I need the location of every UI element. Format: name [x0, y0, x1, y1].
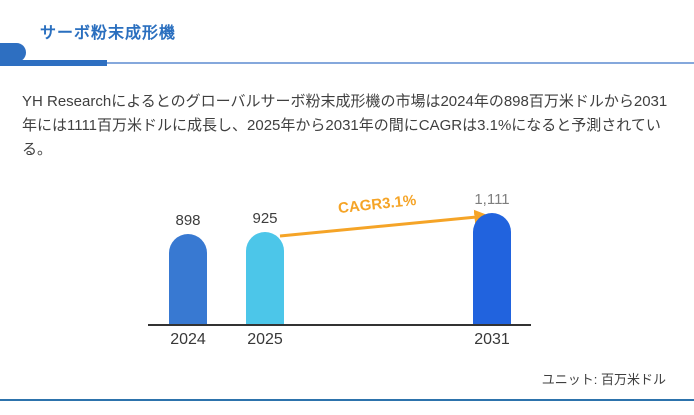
- bar-group-2031: 1,111: [462, 191, 522, 325]
- bar-value-2031: 1,111: [474, 191, 510, 208]
- bar-2025: [246, 232, 284, 325]
- bar-group-2025: 925: [235, 210, 295, 325]
- unit-label: ユニット: 百万米ドル: [541, 372, 666, 387]
- cagr-label: CAGR3.1%: [337, 191, 418, 218]
- title-accent-rule: [107, 62, 694, 64]
- market-summary-text: YH Researchによるとのグローバルサーボ粉末成形機の市場は2024年の8…: [22, 93, 668, 158]
- page-title: サーボ粉末成形機: [40, 25, 177, 42]
- bar-value-2024: 898: [175, 212, 201, 229]
- bar-group-2024: 898: [158, 212, 218, 325]
- x-axis-line: [148, 324, 531, 326]
- title-accent-tab: [0, 43, 26, 62]
- bar-value-2025: 925: [252, 210, 278, 227]
- bar-2031: [473, 213, 511, 325]
- x-tick-2024: 2024: [170, 331, 206, 348]
- title-accent-bar: [0, 60, 107, 66]
- x-tick-2025: 2025: [247, 331, 283, 348]
- bar-2024: [169, 234, 207, 325]
- bottom-divider: [0, 399, 694, 401]
- x-tick-2031: 2031: [474, 331, 510, 348]
